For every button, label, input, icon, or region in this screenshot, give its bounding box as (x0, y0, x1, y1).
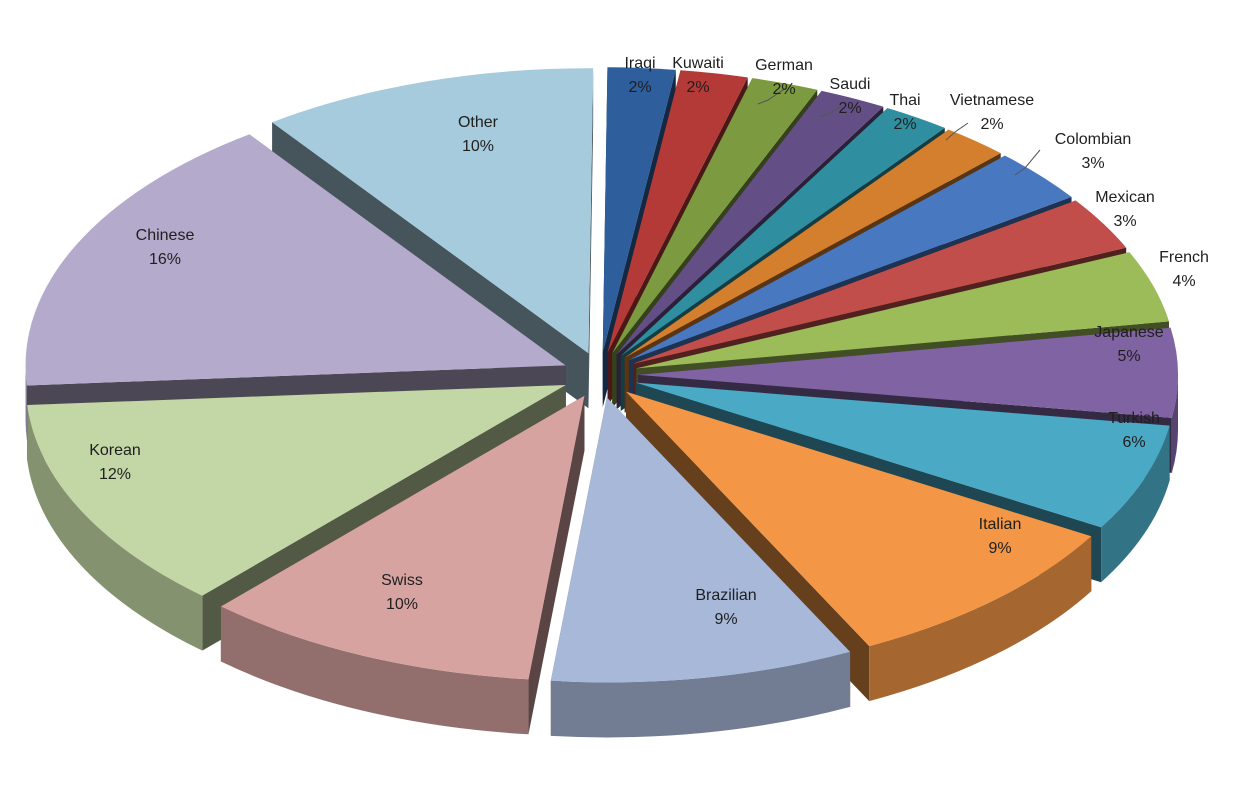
slice-chinese (25, 134, 566, 386)
slice-label-swiss: Swiss (381, 572, 423, 589)
slice-percent-german: 2% (772, 81, 795, 98)
slice-label-french: French (1159, 249, 1209, 266)
slice-swiss (220, 395, 585, 680)
slice-label-thai: Thai (889, 92, 920, 109)
slice-label-colombian: Colombian (1055, 131, 1131, 148)
slice-label-kuwaiti: Kuwaiti (672, 55, 724, 72)
slice-japanese (637, 327, 1178, 418)
slice-label-german: German (755, 57, 813, 74)
slice-percent-korean: 12% (99, 466, 131, 483)
pie-label-layer: Iraqi 2% Kuwaiti 2% German 2% Saudi 2% Thai 2% Vie… (89, 55, 1209, 628)
slice-percent-chinese: 16% (149, 251, 181, 268)
slice-label-turkish: Turkish (1108, 410, 1160, 427)
slice-french (636, 252, 1169, 369)
slice-label-brazilian: Brazilian (695, 587, 756, 604)
slice-wall-chinese (25, 365, 27, 441)
slice-percent-thai: 2% (893, 116, 916, 133)
slice-mexican (633, 200, 1127, 364)
slice-label-chinese: Chinese (136, 227, 195, 244)
slice-vietnamese (624, 129, 1001, 358)
slice-percent-colombian: 3% (1081, 155, 1104, 172)
slice-percent-japanese: 5% (1117, 348, 1140, 365)
slice-korean (27, 384, 566, 596)
slice-label-italian: Italian (979, 516, 1022, 533)
slice-wall-korean (27, 405, 203, 651)
slice-label-vietnamese: Vietnamese (950, 92, 1034, 109)
slice-german (612, 78, 818, 354)
leader-line-colombian (1014, 149, 1041, 176)
slice-wall-brazilian (550, 651, 851, 738)
slice-percent-brazilian: 9% (714, 611, 737, 628)
slice-percent-mexican: 3% (1113, 213, 1136, 230)
leader-line-vietnamese (945, 122, 969, 141)
slice-side-swiss-0 (528, 395, 585, 735)
leader-line-german (757, 87, 787, 105)
slice-thai (620, 108, 945, 356)
pie-top-layer (25, 67, 1178, 683)
slice-brazilian (550, 397, 851, 683)
slice-label-iraqi: Iraqi (624, 55, 655, 72)
slice-wall-swiss (220, 606, 529, 735)
slice-percent-other: 10% (462, 138, 494, 155)
slice-wall-japanese (1171, 374, 1178, 473)
slice-side-other-1 (588, 68, 594, 409)
slice-turkish (635, 382, 1170, 528)
slice-label-korean: Korean (89, 442, 141, 459)
slice-saudi (616, 90, 884, 355)
slice-percent-french: 4% (1172, 273, 1195, 290)
slice-percent-swiss: 10% (386, 596, 418, 613)
leader-line-saudi (817, 105, 843, 118)
slice-kuwaiti (607, 70, 748, 353)
slice-label-japanese: Japanese (1094, 324, 1163, 341)
slice-wall-turkish (1101, 425, 1170, 583)
slice-percent-vietnamese: 2% (980, 116, 1003, 133)
slice-colombian (628, 155, 1072, 361)
slice-percent-iraqi: 2% (628, 79, 651, 96)
slice-other (272, 68, 594, 354)
slice-percent-turkish: 6% (1122, 434, 1145, 451)
slice-italian (625, 391, 1092, 647)
slice-iraqi (602, 67, 676, 353)
slice-percent-saudi: 2% (838, 100, 861, 117)
slice-label-mexican: Mexican (1095, 189, 1155, 206)
slice-percent-italian: 9% (988, 540, 1011, 557)
slice-label-other: Other (458, 114, 499, 131)
slice-wall-italian (869, 536, 1092, 702)
slice-label-saudi: Saudi (830, 76, 871, 93)
slice-percent-kuwaiti: 2% (686, 79, 709, 96)
